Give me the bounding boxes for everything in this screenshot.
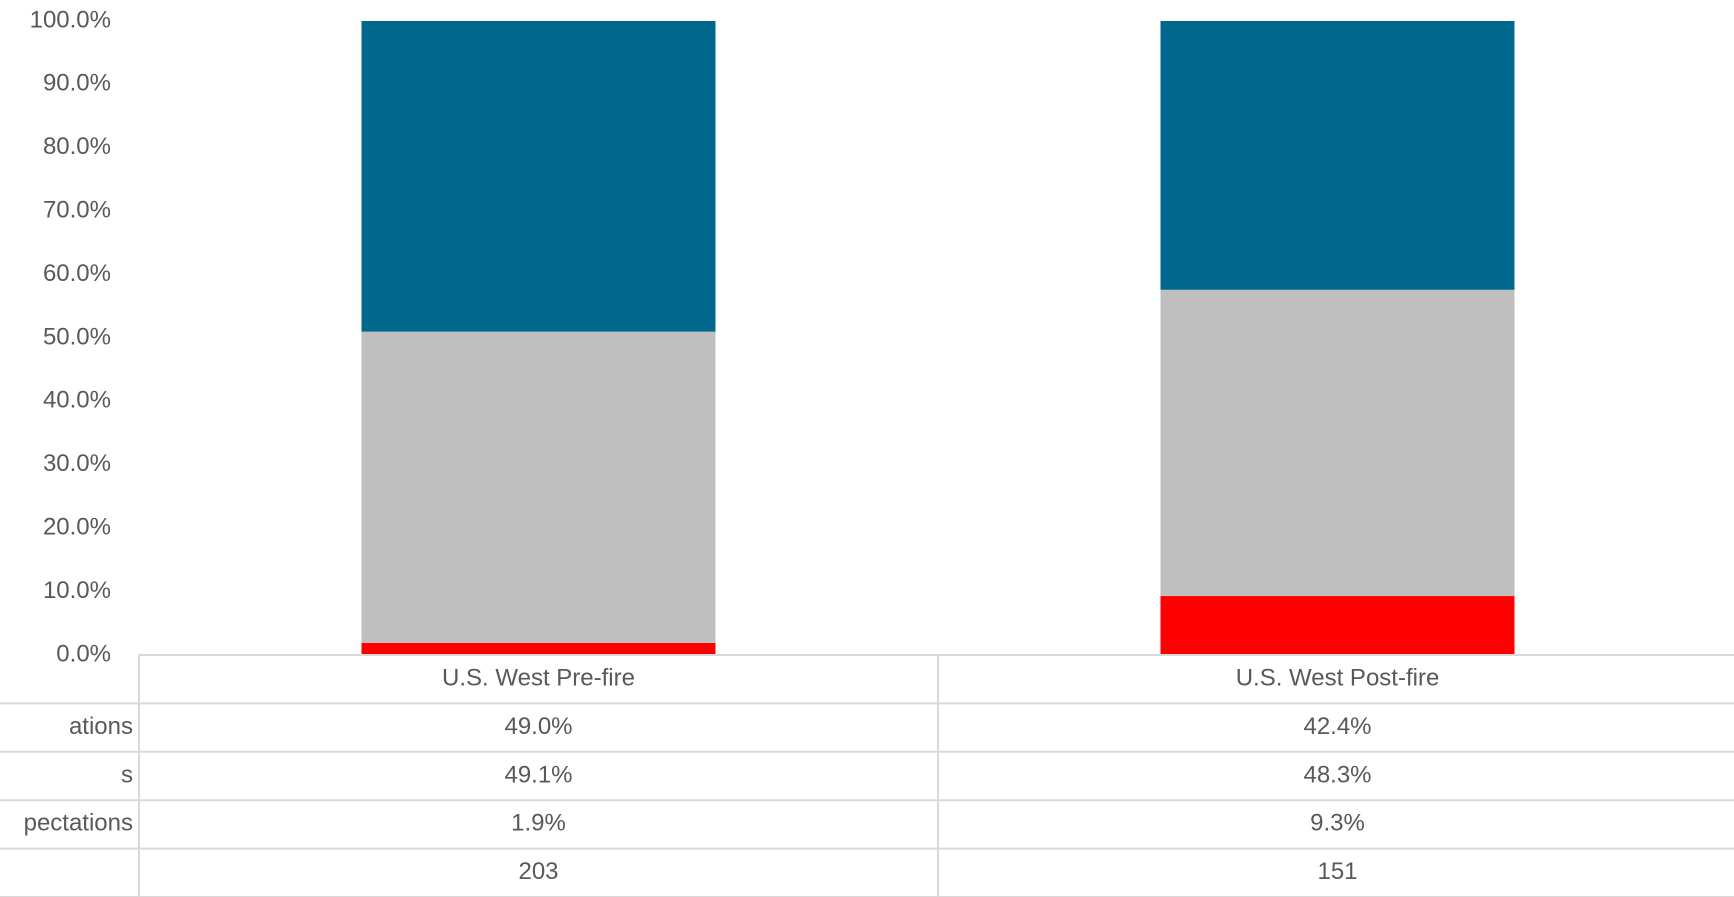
y-tick-label: 100.0% xyxy=(30,6,111,33)
data-label: 42.4% xyxy=(1303,713,1371,740)
bar-segment xyxy=(361,642,716,655)
y-tick-label: 70.0% xyxy=(43,197,111,224)
data-label: 203 xyxy=(518,858,558,885)
x-tick-label: U.S. West Post-fire xyxy=(1236,665,1440,692)
y-tick-label: 60.0% xyxy=(43,260,111,287)
legend-label: pectations xyxy=(24,810,133,837)
y-tick-label: 50.0% xyxy=(43,323,111,350)
y-tick-label: 0.0% xyxy=(56,640,111,667)
data-label: 49.1% xyxy=(504,761,572,788)
y-tick-label: 20.0% xyxy=(43,514,111,541)
y-tick-label: 30.0% xyxy=(43,450,111,477)
legend-label: ations xyxy=(69,713,133,740)
bar-segment xyxy=(361,21,716,332)
bar-segment xyxy=(361,331,716,643)
data-label: 49.0% xyxy=(504,713,572,740)
bar-segment xyxy=(1160,21,1515,290)
y-tick-label: 10.0% xyxy=(43,577,111,604)
bar-segment xyxy=(1160,289,1515,597)
y-tick-label: 90.0% xyxy=(43,70,111,97)
legend-label: s xyxy=(121,761,133,788)
y-tick-label: 40.0% xyxy=(43,387,111,414)
x-tick-label: U.S. West Pre-fire xyxy=(442,665,635,692)
bar-segment xyxy=(1160,596,1515,655)
y-tick-label: 80.0% xyxy=(43,133,111,160)
data-label: 1.9% xyxy=(511,810,566,837)
data-label: 48.3% xyxy=(1303,761,1371,788)
data-label: 9.3% xyxy=(1310,810,1365,837)
data-label: 151 xyxy=(1317,858,1357,885)
